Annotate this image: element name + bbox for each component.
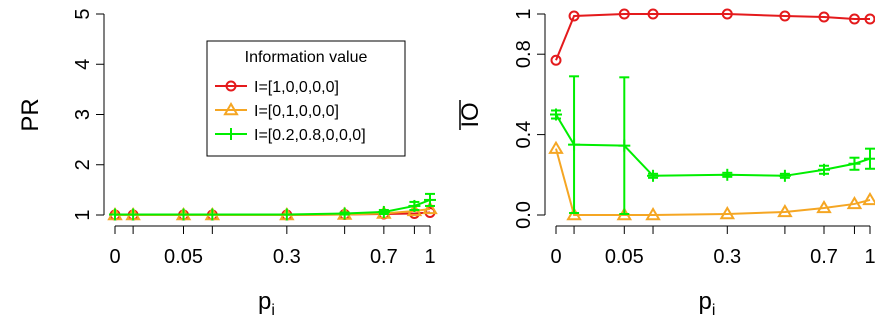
marker-plus (177, 208, 190, 221)
marker-triangle (719, 206, 736, 220)
y-tick-label: 0.8 (513, 40, 535, 68)
y-axis-title: PR (17, 98, 44, 131)
marker-triangle (777, 204, 793, 218)
marker-plus (377, 205, 390, 218)
y-tick-label: 1 (513, 8, 535, 19)
marker-circle (225, 80, 237, 92)
x-tick-label: 0.05 (164, 246, 203, 268)
legend-entry: I=[0,1,0,0,0] (254, 103, 339, 120)
series-3 (109, 192, 436, 221)
marker-plus (109, 208, 121, 221)
marker-plus (568, 138, 581, 151)
marker-plus (778, 169, 791, 182)
x-axis-title-sub: i (271, 302, 275, 319)
marker-circle (550, 54, 562, 66)
x-tick-label: 0.7 (810, 246, 838, 268)
y-tick-label: 2 (72, 159, 94, 170)
marker-triangle (816, 199, 832, 214)
x-axis-title: pi (699, 288, 716, 319)
series-line (555, 148, 871, 216)
marker-circle (848, 13, 860, 25)
marker-plus (817, 163, 830, 176)
marker-plus (408, 199, 421, 212)
marker-triangle (846, 195, 863, 210)
marker-plus (721, 168, 734, 181)
x-tick-label: 1 (864, 246, 875, 268)
marker-triangle (862, 191, 875, 206)
y-tick-label: 0.4 (513, 121, 535, 149)
x-axis-title-base: p (258, 288, 271, 315)
x-axis-title: pi (258, 288, 275, 319)
marker-plus (550, 108, 562, 121)
marker-triangle (422, 200, 438, 215)
series-1 (550, 8, 875, 66)
y-tick-label: 0.0 (513, 201, 535, 229)
series-2 (548, 140, 875, 221)
marker-triangle (223, 102, 239, 116)
series-line (555, 13, 870, 61)
series-3 (550, 75, 875, 215)
x-tick-label: 0.3 (273, 246, 301, 268)
panel-io: 0.0 0.4 0.8 1 0 0.05 0.3 0.7 1 pi IO (457, 8, 875, 319)
legend-entry: I=[0.2,0.8,0,0,0] (254, 127, 366, 144)
marker-plus (618, 139, 631, 152)
marker-triangle (548, 140, 564, 154)
y-tick-label: 4 (72, 59, 94, 70)
marker-plus (338, 207, 351, 220)
x-tick-label: 0.3 (713, 246, 741, 268)
marker-plus (647, 169, 660, 182)
marker-plus (280, 208, 293, 221)
marker-plus (848, 157, 861, 170)
marker-plus (864, 152, 875, 165)
marker-circle (647, 8, 659, 20)
x-tick-label: 0.7 (370, 246, 398, 268)
y-tick-label: 5 (72, 8, 94, 19)
marker-plus (206, 208, 219, 221)
marker-circle (721, 8, 733, 20)
y-tick-label: 1 (72, 209, 94, 220)
marker-triangle (566, 207, 582, 221)
legend-title: Information value (245, 49, 368, 66)
marker-triangle (645, 207, 661, 221)
marker-circle (818, 11, 830, 23)
legend: Information value I=[1,0,0,0,0] I=[0,1,0,0… (206, 40, 406, 157)
x-tick-label: 0 (109, 246, 120, 268)
x-tick-label: 0.05 (605, 246, 644, 268)
x-tick-label: 1 (424, 246, 435, 268)
marker-plus (225, 128, 237, 140)
panel-pr: 1 2 3 4 5 0 0.05 0.3 0.7 1 pi PR Information value I=… (17, 8, 438, 319)
legend-box (206, 40, 406, 157)
x-axis-title-sub: i (712, 302, 716, 319)
marker-plus (127, 208, 140, 221)
marker-circle (779, 10, 791, 22)
x-tick-label: 0 (550, 246, 561, 268)
marker-circle (568, 10, 580, 22)
legend-entry: I=[1,0,0,0,0] (254, 79, 339, 96)
marker-plus (424, 193, 436, 206)
y-tick-label: 3 (72, 109, 94, 120)
y-axis-title: IO (457, 102, 484, 127)
x-axis-title-base: p (699, 288, 712, 315)
marker-circle (618, 8, 630, 20)
